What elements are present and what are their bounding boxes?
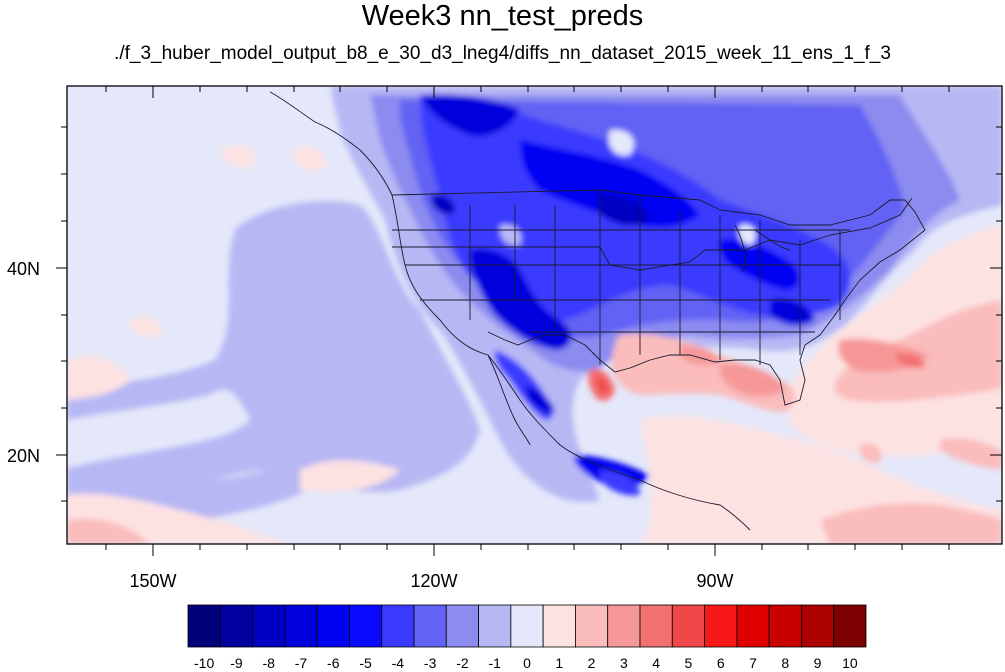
colorbar-swatch	[349, 604, 383, 648]
lat-tick-label-40n: 40N	[7, 259, 40, 279]
colorbar-swatch	[413, 604, 447, 648]
colorbar-swatch	[801, 604, 835, 648]
colorbar-label: -7	[295, 655, 308, 671]
colorbar-label: -8	[262, 655, 275, 671]
colorbar-label: 0	[523, 655, 531, 671]
colorbar-label: -1	[488, 655, 501, 671]
colorbar-label: 8	[781, 655, 789, 671]
colorbar-swatch	[284, 604, 318, 648]
colorbar-label: -10	[194, 655, 214, 671]
colorbar-label: 2	[588, 655, 596, 671]
colorbar-label: 9	[814, 655, 822, 671]
colorbar-label: 10	[842, 655, 858, 671]
colorbar-swatch	[510, 604, 544, 648]
colorbar-swatch	[381, 604, 415, 648]
colorbar-label: -6	[327, 655, 340, 671]
colorbar-label: -5	[359, 655, 372, 671]
colorbar-swatch	[704, 604, 738, 648]
colorbar-swatch	[736, 604, 770, 648]
colorbar-label: -9	[230, 655, 243, 671]
colorbar-label: 3	[620, 655, 628, 671]
colorbar-swatch	[187, 604, 221, 648]
colorbar-label: -4	[392, 655, 405, 671]
colorbar-label: 4	[652, 655, 660, 671]
colorbar-swatch	[607, 604, 641, 648]
colorbar-label: 5	[685, 655, 693, 671]
colorbar-swatch	[316, 604, 350, 648]
lon-tick-label-120w: 120W	[410, 571, 457, 591]
anomaly-field	[67, 86, 1002, 544]
lat-tick-label-20n: 20N	[7, 446, 40, 466]
colorbar: -10 -9 -8 -7 -6 -5 -4 -3 -2 -1 0 1 2 3 4 5 6 7 8 9 10	[187, 604, 867, 671]
colorbar-swatch	[671, 604, 705, 648]
colorbar-swatch	[639, 604, 673, 648]
lon-tick-label-90w: 90W	[696, 571, 733, 591]
colorbar-swatch	[768, 604, 802, 648]
colorbar-label: -2	[456, 655, 469, 671]
plot-subtitle: ./f_3_huber_model_output_b8_e_30_d3_lneg…	[114, 43, 891, 64]
colorbar-swatch	[542, 604, 576, 648]
colorbar-label: 6	[717, 655, 725, 671]
coastlines-and-borders	[269, 91, 926, 531]
colorbar-swatch	[575, 604, 609, 648]
colorbar-label: 1	[555, 655, 563, 671]
colorbar-swatch	[219, 604, 253, 648]
colorbar-swatch	[252, 604, 286, 648]
plot-title: Week3 nn_test_preds	[361, 0, 644, 32]
colorbar-swatch	[445, 604, 479, 648]
lon-tick-label-150w: 150W	[129, 571, 176, 591]
colorbar-swatch	[478, 604, 512, 648]
colorbar-label: -3	[424, 655, 437, 671]
frame-ticks	[56, 86, 1002, 556]
colorbar-label: 7	[749, 655, 757, 671]
colorbar-swatch	[833, 604, 867, 648]
